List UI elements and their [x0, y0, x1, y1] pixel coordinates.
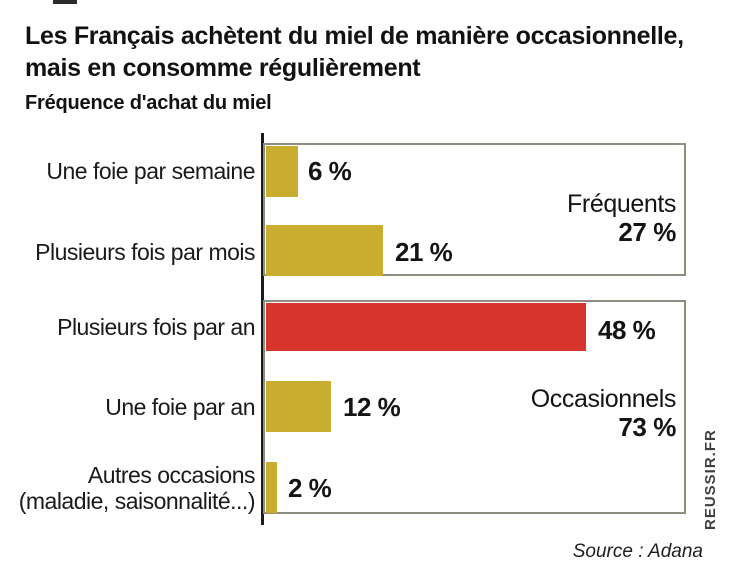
category-text: Plusieurs fois par an [57, 314, 255, 340]
category-label-une-foie-par-semaine: Une foie par semaine [46, 158, 255, 184]
bar-une-foie-par-an [266, 381, 331, 432]
value-label-48pct: 48 % [598, 315, 656, 345]
value-label-6pct: 6 % [308, 156, 352, 186]
bar-autres-occasions [266, 462, 277, 513]
category-text: Plusieurs fois par mois [35, 239, 255, 265]
frequents-group-label: Fréquents 27 % [567, 190, 676, 247]
source-caption: Source : Adana [572, 541, 703, 562]
value-label-21pct: 21 % [395, 237, 453, 267]
category-text: Une foie par semaine [46, 158, 255, 184]
occasionnels-label: Occasionnels [530, 385, 677, 413]
category-label-une-foie-par-an: Une foie par an [105, 394, 255, 420]
frequents-group-box [263, 143, 686, 276]
y-axis-line [261, 133, 264, 525]
frequents-value: 27 % [618, 217, 676, 247]
bar-plusieurs-fois-par-an [266, 303, 586, 351]
category-label-plusieurs-fois-par-mois: Plusieurs fois par mois [35, 239, 255, 265]
category-label-autres-occasions: Autres occasions (maladie, saisonnalité.… [18, 462, 256, 514]
category-text: Une foie par an [105, 394, 255, 420]
crop-artifact [53, 0, 77, 4]
occasionnels-group-box [263, 300, 686, 514]
frequents-label: Fréquents [567, 190, 676, 218]
occasionnels-group-label: Occasionnels 73 % [530, 385, 677, 442]
category-text: Autres occasions [87, 462, 256, 488]
chart-subtitle: Fréquence d'achat du miel [25, 92, 272, 114]
category-label-plusieurs-fois-par-an: Plusieurs fois par an [57, 314, 255, 340]
value-label-12pct: 12 % [343, 392, 401, 422]
bar-une-foie-par-semaine [266, 146, 298, 197]
bar-plusieurs-fois-par-mois [266, 225, 383, 276]
chart-title-line1: Les Français achètent du miel de manière… [25, 22, 684, 50]
chart-title: Les Français achètent du miel de manière… [25, 20, 730, 84]
chart-title-line2: mais en consomme régulièrement [25, 54, 421, 82]
value-label-2pct: 2 % [288, 473, 332, 503]
occasionnels-value: 73 % [618, 412, 676, 442]
category-text-line2: (maladie, saisonnalité...) [18, 488, 256, 514]
brand-reussir-fr: REUSSIR.FR [702, 429, 719, 530]
